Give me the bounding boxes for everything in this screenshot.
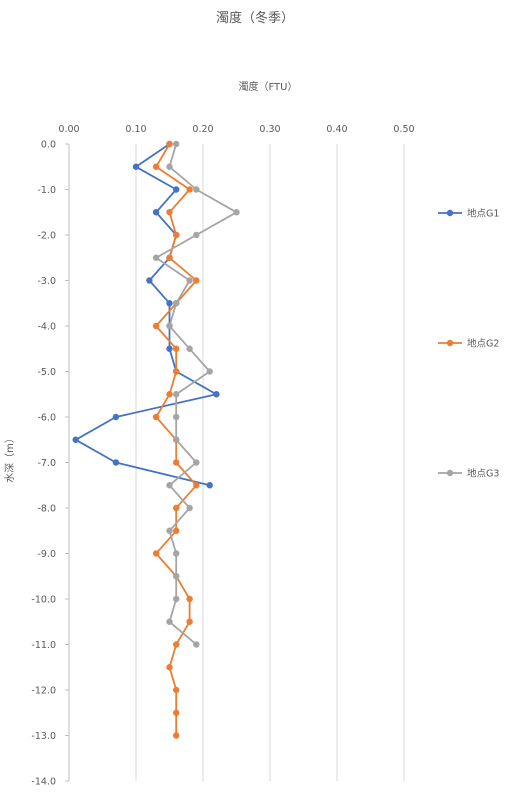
x-axis-title: 濁度（FTU） — [238, 80, 297, 93]
data-point-g2 — [173, 527, 180, 534]
data-point-g2 — [186, 618, 193, 625]
y-tick-label: -7.0 — [37, 458, 56, 469]
y-tick-label: -9.0 — [37, 549, 56, 560]
legend-marker-g3 — [446, 469, 454, 477]
data-series — [72, 140, 240, 739]
data-point-g2 — [186, 595, 193, 603]
x-tick-label: 0.00 — [58, 124, 79, 135]
legend-label-g3: 地点G3 — [467, 468, 499, 480]
y-tick-label: -12.0 — [31, 686, 56, 697]
y-tick-label: -8.0 — [37, 504, 56, 515]
legend-marker-g1 — [446, 209, 454, 217]
data-point-g1 — [213, 391, 220, 398]
axes: 0.00 0.10 0.20 0.30 0.40 0.50 0.0 -1.0 -2.0 -3.0 -… — [31, 124, 414, 788]
data-point-g1 — [152, 209, 160, 216]
data-point-g2 — [152, 163, 160, 170]
data-point-g3 — [173, 391, 180, 398]
data-point-g1 — [112, 459, 120, 466]
y-tick-label: -5.0 — [37, 367, 56, 378]
data-point-g1 — [132, 163, 140, 170]
y-tick-label: -4.0 — [37, 322, 56, 333]
data-point-g2 — [173, 368, 180, 375]
y-tick-label: -2.0 — [37, 231, 56, 242]
legend: 地点G1 地点G2 地点G3 — [438, 208, 499, 480]
y-tick-label: -14.0 — [31, 777, 56, 788]
data-point-g1 — [206, 482, 213, 489]
gridlines — [135, 144, 405, 781]
data-point-g2 — [166, 209, 173, 216]
x-tick-label: 0.30 — [259, 124, 280, 135]
data-point-g2 — [166, 254, 173, 261]
data-point-g3 — [173, 436, 180, 443]
data-point-g2 — [152, 550, 160, 557]
data-point-g2 — [152, 413, 160, 421]
data-point-g3 — [193, 459, 200, 466]
data-point-g3 — [186, 504, 193, 512]
data-point-g1 — [146, 277, 153, 284]
data-point-g3 — [166, 618, 173, 625]
data-point-g3 — [233, 209, 240, 216]
chart-title: 濁度（冬季） — [216, 10, 294, 26]
data-point-g1 — [112, 413, 120, 421]
legend-label-g1: 地点G1 — [467, 208, 499, 220]
x-tick-label: 0.50 — [393, 124, 414, 135]
y-tick-label: -3.0 — [37, 276, 56, 287]
data-point-g2 — [173, 504, 180, 512]
data-point-g3 — [193, 641, 200, 648]
data-point-g3 — [166, 322, 173, 330]
data-point-g2 — [173, 641, 180, 648]
legend-label-g2: 地点G2 — [467, 338, 499, 350]
data-point-g2 — [166, 391, 173, 398]
data-point-g3 — [173, 413, 180, 421]
legend-marker-g2 — [446, 339, 454, 347]
data-point-g2 — [152, 322, 160, 330]
y-tick-label: -11.0 — [31, 640, 56, 651]
data-point-g1 — [166, 345, 173, 352]
data-point-g3 — [193, 231, 200, 239]
data-point-g2 — [173, 231, 180, 239]
data-point-g3 — [173, 595, 180, 603]
y-axis-title: 水深（m） — [4, 433, 16, 483]
data-point-g2 — [193, 277, 200, 284]
data-point-g3 — [206, 368, 213, 375]
data-point-g2 — [186, 186, 193, 193]
data-point-g3 — [186, 345, 193, 352]
data-point-g3 — [186, 277, 193, 284]
data-point-g2 — [166, 664, 173, 671]
data-point-g3 — [166, 482, 173, 489]
series-line-g1 — [74, 143, 218, 487]
data-point-g2 — [173, 459, 180, 466]
data-point-g2 — [173, 345, 180, 352]
data-point-g3 — [173, 300, 180, 307]
y-tick-label: 0.0 — [41, 140, 56, 151]
data-point-g3 — [173, 550, 180, 557]
data-point-g3 — [193, 186, 200, 193]
data-point-g1 — [166, 300, 173, 307]
data-point-g3 — [173, 573, 180, 580]
y-tick-label: -1.0 — [37, 185, 56, 196]
x-tick-label: 0.20 — [192, 124, 213, 135]
data-point-g3 — [173, 140, 180, 148]
data-point-g3 — [166, 163, 173, 170]
y-tick-label: -10.0 — [31, 595, 56, 606]
x-tick-label: 0.10 — [125, 124, 146, 135]
y-tick-label: -6.0 — [37, 413, 56, 424]
data-point-g2 — [173, 709, 180, 716]
data-point-g2 — [193, 482, 200, 489]
y-tick-label: -13.0 — [31, 731, 56, 742]
data-point-g2 — [166, 140, 173, 148]
x-tick-label: 0.40 — [326, 124, 347, 135]
data-point-g2 — [173, 732, 180, 739]
data-point-g3 — [166, 527, 173, 534]
data-point-g1 — [72, 436, 79, 443]
data-point-g3 — [152, 254, 160, 261]
data-point-g1 — [173, 186, 180, 193]
data-point-g2 — [173, 686, 180, 694]
